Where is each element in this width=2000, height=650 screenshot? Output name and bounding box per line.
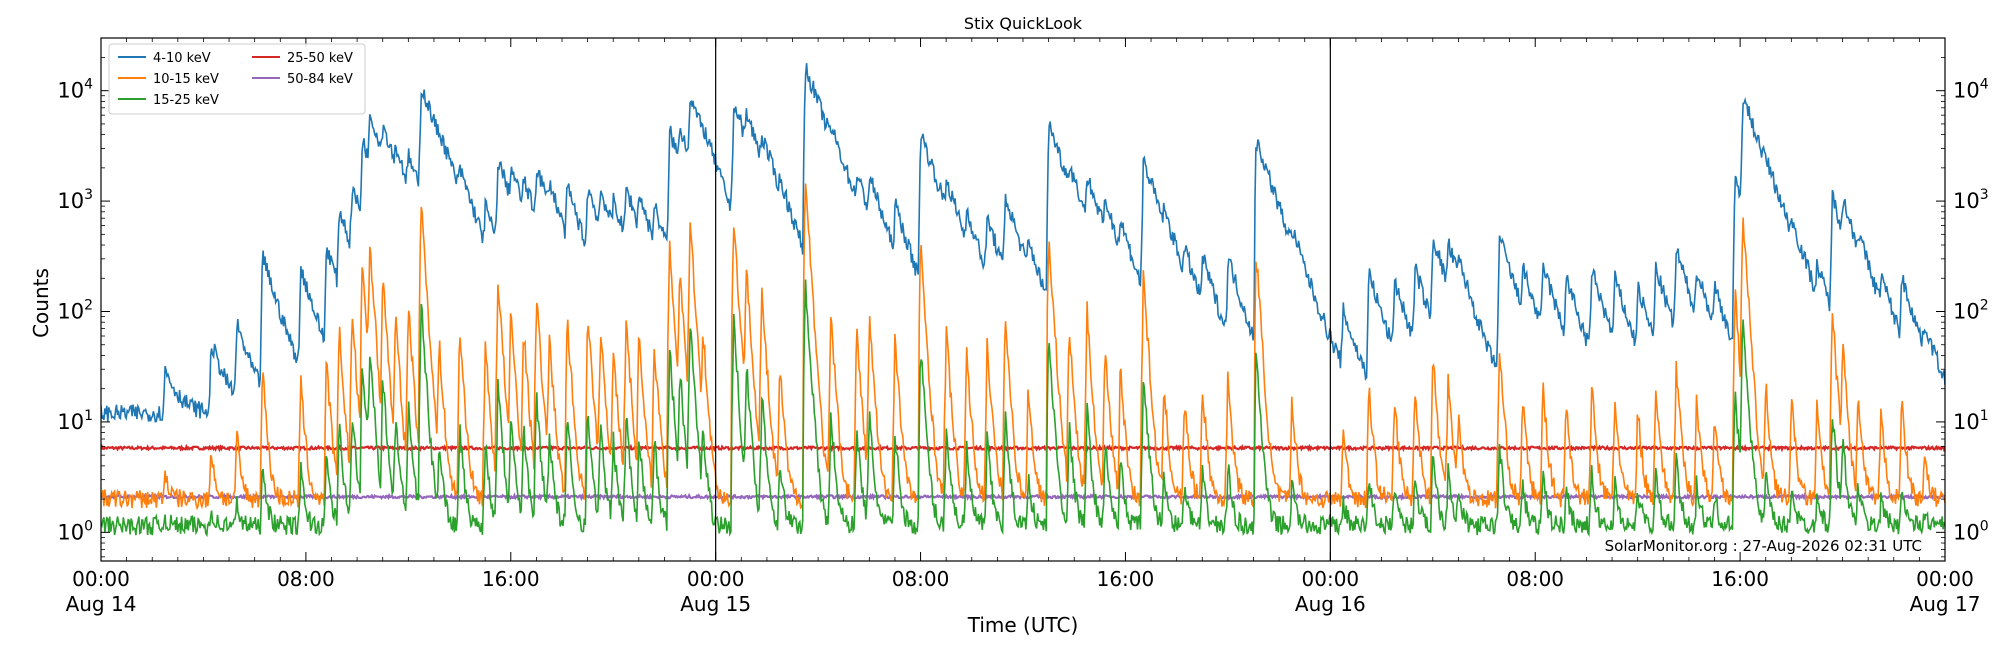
y-axis-label: Counts: [29, 268, 53, 338]
y-tick-label: 101: [57, 408, 93, 434]
y-tick-base: 10: [57, 300, 84, 324]
legend-label: 10-15 keV: [153, 72, 219, 87]
y-tick-exponent: 0: [84, 518, 93, 534]
y-tick-base: 10: [1953, 410, 1980, 434]
y-tick-exponent: 0: [1980, 518, 1989, 534]
day-boundaries: [715, 38, 1331, 561]
legend-label: 15-25 keV: [153, 93, 219, 108]
series-line: [101, 63, 1945, 423]
y-tick-exponent: 2: [1980, 298, 1989, 314]
ticks: [100, 37, 1946, 561]
y-tick-exponent: 3: [1980, 187, 1989, 203]
y-tick-label: 101: [1953, 408, 1989, 434]
y-tick-label: 104: [57, 77, 93, 103]
x-tick-label-time: 08:00: [892, 567, 950, 591]
x-tick-label-time: 00:00: [72, 567, 130, 591]
y-tick-label: 103: [57, 187, 93, 213]
y-tick-exponent: 4: [84, 77, 93, 93]
y-tick-base: 10: [1953, 79, 1980, 103]
y-tick-exponent: 4: [1980, 77, 1989, 93]
series-line: [101, 183, 1945, 511]
legend: 4-10 keV 10-15 keV 15-25 keV 25-50 keV 50-84…: [108, 43, 366, 115]
y-tick-label: 102: [57, 298, 93, 324]
y-tick-base: 10: [57, 189, 84, 213]
x-tick-label-time: 08:00: [1506, 567, 1564, 591]
y-tick-base: 10: [1953, 189, 1980, 213]
x-tick-label-time: 16:00: [1097, 567, 1155, 591]
x-tick-label-date: Aug 15: [680, 592, 751, 616]
y-tick-base: 10: [1953, 520, 1980, 544]
plot-area: [100, 37, 1946, 562]
y-tick-label: 102: [1953, 298, 1989, 324]
y-tick-exponent: 1: [1980, 408, 1989, 424]
legend-label: 4-10 keV: [153, 51, 211, 66]
chart-title: Stix QuickLook: [964, 14, 1083, 33]
x-tick-label-time: 00:00: [687, 567, 745, 591]
x-tick-label-date: Aug 17: [1910, 592, 1981, 616]
legend-label: 25-50 keV: [287, 51, 353, 66]
x-tick-label-time: 16:00: [482, 567, 540, 591]
x-axis-label: Time (UTC): [967, 613, 1079, 637]
y-tick-label: 104: [1953, 77, 1989, 103]
y-tick-label: 100: [1953, 518, 1989, 544]
legend-box: [108, 43, 366, 115]
y-tick-base: 10: [1953, 300, 1980, 324]
y-tick-label: 103: [1953, 187, 1989, 213]
x-tick-label-time: 00:00: [1916, 567, 1974, 591]
annotation: SolarMonitor.org : 27-Aug-2026 02:31 UTC: [1605, 537, 1922, 555]
x-tick-label-date: Aug 16: [1295, 592, 1366, 616]
plot-frame: [100, 37, 1946, 562]
y-tick-exponent: 2: [84, 298, 93, 314]
x-tick-label-time: 16:00: [1711, 567, 1769, 591]
series-line: [101, 443, 1945, 453]
legend-label: 50-84 keV: [287, 72, 353, 87]
y-tick-exponent: 1: [84, 408, 93, 424]
legend-entries: 4-10 keV 10-15 keV 15-25 keV 25-50 keV 50-84…: [118, 51, 353, 108]
x-tick-label-date: Aug 14: [66, 592, 137, 616]
series-lines: [101, 63, 1945, 538]
y-tick-exponent: 3: [84, 187, 93, 203]
y-tick-base: 10: [57, 79, 84, 103]
y-tick-base: 10: [57, 520, 84, 544]
x-tick-label-time: 08:00: [277, 567, 335, 591]
x-tick-label-time: 00:00: [1302, 567, 1360, 591]
y-tick-base: 10: [57, 410, 84, 434]
series-line: [101, 279, 1945, 538]
y-tick-label: 100: [57, 518, 93, 544]
